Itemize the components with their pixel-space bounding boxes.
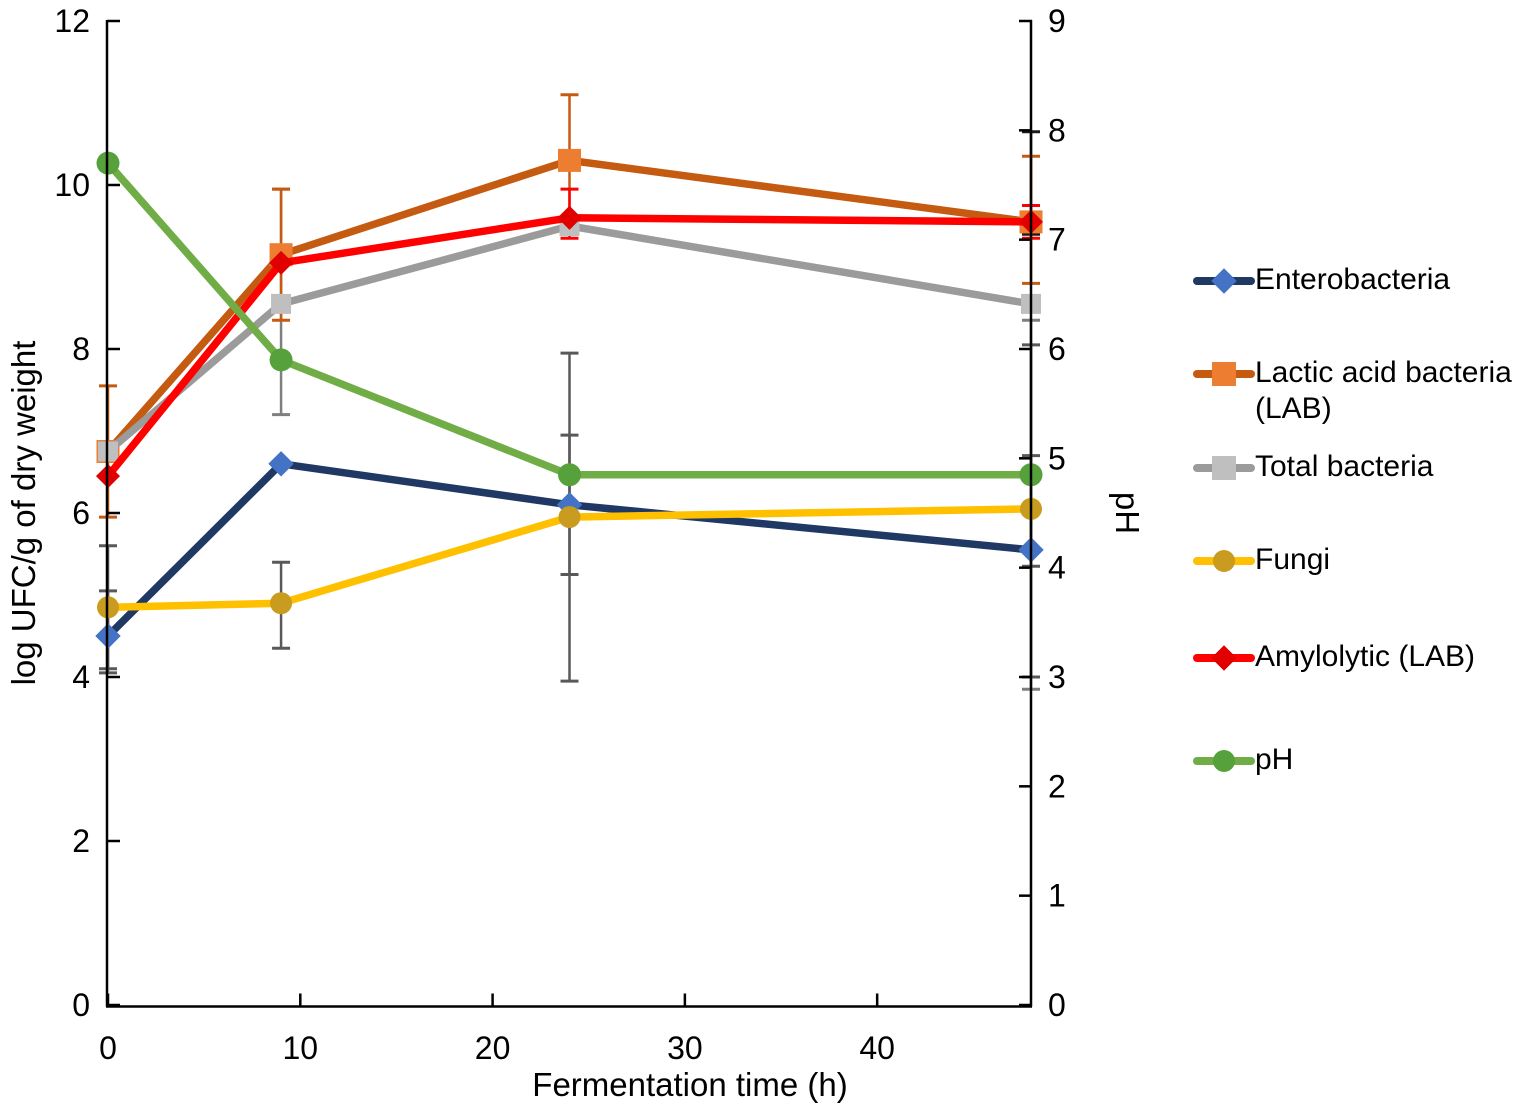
legend-shape-circle: [1213, 550, 1235, 572]
x-axis-tick-label-30: 30: [667, 1030, 703, 1066]
legend-marker-square-icon: [1193, 355, 1255, 393]
legend-shape-circle: [1213, 750, 1235, 772]
legend-marker-diamond-icon: [1193, 262, 1255, 300]
legend-item-fungi: Fungi: [1193, 542, 1330, 580]
series-3-marker-2: [558, 506, 581, 529]
series-line-2: [104, 222, 1035, 456]
right-axis-tick-label-5: 5: [1048, 440, 1066, 476]
left-axis-tick-label-6: 6: [72, 495, 90, 531]
legend-label: Enterobacteria: [1255, 263, 1451, 296]
x-axis-title: Fermentation time (h): [532, 1066, 848, 1103]
series-5-marker-1: [269, 348, 293, 372]
right-axis-tick-label-4: 4: [1048, 550, 1066, 586]
x-axis-tick-label-10: 10: [282, 1030, 318, 1066]
legend-item-enterobacteria: Enterobacteria: [1193, 262, 1450, 300]
legend-label: Fungi: [1255, 543, 1331, 576]
series-line-1: [104, 156, 1035, 456]
right-axis-tick-label-2: 2: [1048, 768, 1066, 804]
series-2-marker-1: [271, 293, 292, 314]
legend-label: pH: [1255, 743, 1294, 776]
right-axis-tick-label-3: 3: [1048, 659, 1066, 695]
right-axis-tick-label-6: 6: [1048, 331, 1066, 367]
right-axis-tick-label-7: 7: [1048, 222, 1066, 258]
left-axis-tick-label-10: 10: [54, 167, 90, 203]
legend-item-total-bacteria: Total bacteria: [1193, 449, 1433, 487]
legend-shape-square: [1212, 362, 1236, 386]
right-axis-tick-label-1: 1: [1048, 878, 1066, 914]
right-axis-tick-label-8: 8: [1048, 112, 1066, 148]
series-5-marker-2: [558, 463, 581, 487]
series-0-marker-1: [268, 451, 294, 477]
legend-shape-diamond: [1211, 645, 1237, 671]
x-axis-tick-label-20: 20: [475, 1030, 511, 1066]
left-axis-tick-label-0: 0: [72, 987, 90, 1023]
legend-label: Total bacteria: [1255, 450, 1434, 483]
legend-marker-circle-icon: [1193, 742, 1255, 780]
series-4-marker-1: [269, 250, 294, 275]
right-axis-tick-label-9: 9: [1048, 3, 1066, 39]
series-line-3: [104, 505, 1035, 612]
left-axis-tick-label-12: 12: [54, 3, 90, 39]
left-axis-tick-label-8: 8: [72, 331, 90, 367]
legend-marker-square-icon: [1193, 449, 1255, 487]
left-axis-tick-label-4: 4: [72, 659, 90, 695]
legend-label: Amylolytic (LAB): [1255, 640, 1476, 673]
legend-item-ph: pH: [1193, 742, 1293, 780]
x-axis-tick-label-40: 40: [859, 1030, 895, 1066]
series-line-4: [104, 214, 1035, 480]
legend-marker-circle-icon: [1193, 542, 1255, 580]
series-1-marker-2: [558, 148, 581, 172]
legend-item-amylolytic-lab: Amylolytic (LAB): [1193, 639, 1475, 677]
legend-shape-diamond: [1211, 268, 1237, 294]
series-line-5: [104, 159, 1035, 479]
legend-shape-square: [1212, 456, 1236, 480]
left-axis-tick-label-2: 2: [72, 823, 90, 859]
right-axis-title: pH: [1109, 491, 1146, 535]
series-line-0: [104, 460, 1035, 640]
x-axis-tick-label-0: 0: [99, 1030, 117, 1066]
left-axis-title: log UFC/g of dry weight: [5, 340, 42, 686]
series-3-marker-1: [270, 592, 293, 615]
legend-label: Lactic acid bacteria (LAB): [1255, 356, 1512, 425]
right-axis-tick-label-0: 0: [1048, 987, 1066, 1023]
legend-item-lactic-acid-bacteria-lab: Lactic acid bacteria (LAB): [1193, 355, 1523, 427]
legend-marker-diamond-icon: [1193, 639, 1255, 677]
